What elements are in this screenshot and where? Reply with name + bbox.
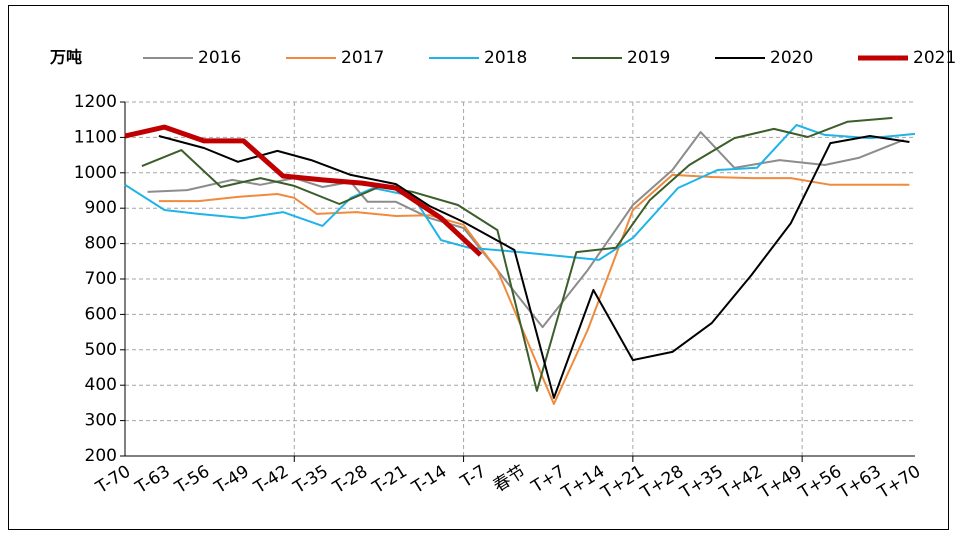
legend-label: 2021	[913, 48, 956, 68]
chart-frame	[8, 5, 949, 530]
y-tick-label: 900	[85, 198, 117, 218]
y-tick-label: 300	[85, 411, 117, 431]
legend-label: 2020	[770, 48, 813, 68]
legend-label: 2016	[198, 48, 241, 68]
y-tick-label: 1200	[74, 92, 117, 112]
y-tick-label: 400	[85, 375, 117, 395]
y-axis-unit: 万吨	[49, 48, 82, 67]
y-tick-label: 1000	[74, 163, 117, 183]
y-tick-label: 800	[85, 234, 117, 254]
legend-label: 2019	[627, 48, 670, 68]
legend-label: 2018	[484, 48, 527, 68]
y-tick-label: 500	[85, 340, 117, 360]
series-line	[158, 135, 910, 399]
y-tick-label: 700	[85, 269, 117, 289]
legend-label: 2017	[341, 48, 384, 68]
series-line	[141, 116, 893, 392]
series-line	[124, 124, 916, 261]
y-tick-label: 600	[85, 304, 117, 324]
y-tick-label: 200	[85, 446, 117, 466]
series-line	[158, 173, 910, 405]
y-tick-label: 1100	[74, 127, 117, 147]
series-line	[124, 124, 483, 257]
